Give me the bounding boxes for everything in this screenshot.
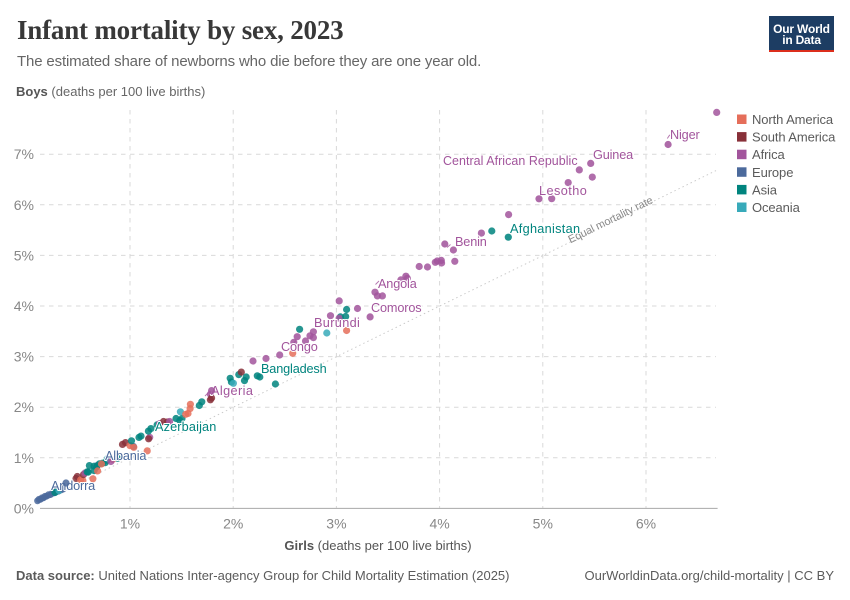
svg-text:Niger: Niger [670,128,700,142]
svg-text:5%: 5% [533,516,553,532]
svg-text:0%: 0% [14,500,34,516]
svg-text:Bangladesh: Bangladesh [261,362,327,376]
svg-text:4%: 4% [14,298,34,314]
svg-text:Girls (deaths per 100 live bir: Girls (deaths per 100 live births) [284,538,471,553]
svg-text:Albania: Albania [105,449,147,463]
svg-text:Afghanistan: Afghanistan [510,222,580,236]
svg-text:1%: 1% [14,450,34,466]
svg-text:Oceania: Oceania [752,200,801,215]
svg-text:3%: 3% [326,516,346,532]
svg-text:Africa: Africa [752,147,786,162]
svg-text:Europe: Europe [752,165,793,180]
svg-text:Algeria: Algeria [211,384,254,398]
svg-text:Congo: Congo [281,340,318,354]
svg-text:6%: 6% [14,197,34,213]
svg-text:2%: 2% [223,516,243,532]
svg-text:6%: 6% [636,516,656,532]
svg-text:5%: 5% [14,247,34,263]
svg-text:North America: North America [752,112,834,127]
svg-text:3%: 3% [14,349,34,365]
svg-text:4%: 4% [429,516,449,532]
svg-text:2%: 2% [14,399,34,415]
svg-text:Guinea: Guinea [593,148,634,162]
svg-text:Central African Republic: Central African Republic [443,154,578,168]
svg-text:Andorra: Andorra [51,479,96,493]
svg-text:Lesotho: Lesotho [539,184,587,198]
svg-text:Equal mortality rate: Equal mortality rate [566,195,655,247]
svg-text:South America: South America [752,130,836,145]
svg-text:Comoros: Comoros [371,301,421,315]
svg-text:Benin: Benin [455,235,487,249]
svg-text:Angola: Angola [378,277,418,291]
svg-text:Asia: Asia [752,182,778,197]
svg-text:7%: 7% [14,146,34,162]
svg-text:1%: 1% [120,516,140,532]
svg-text:Azerbaijan: Azerbaijan [155,420,216,434]
svg-text:Burundi: Burundi [314,316,360,330]
